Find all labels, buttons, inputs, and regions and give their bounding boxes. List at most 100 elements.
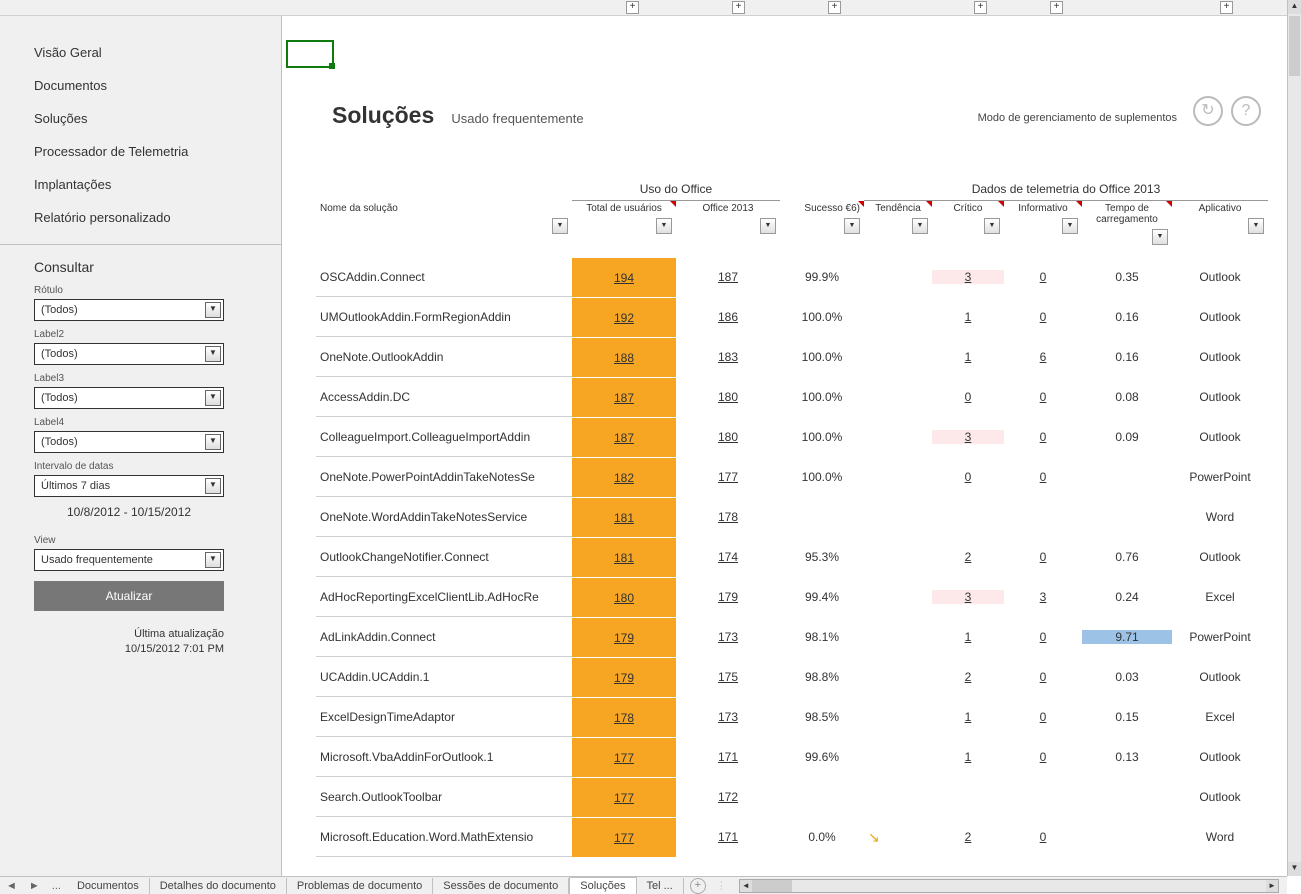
refresh-icon[interactable]: ↻	[1193, 96, 1223, 126]
cell-critical[interactable]: 0	[932, 390, 1004, 404]
cell-info[interactable]: 6	[1004, 350, 1082, 364]
cell-office[interactable]: 171	[676, 830, 780, 844]
cell-office[interactable]: 186	[676, 310, 780, 324]
filter-icon[interactable]: ▼	[912, 218, 928, 234]
table-row[interactable]: AdLinkAddin.Connect17917398.1%109.71Powe…	[316, 617, 1287, 657]
vertical-scrollbar[interactable]: ▲▼	[1287, 0, 1301, 876]
filter-select[interactable]: (Todos)▼	[34, 431, 224, 453]
table-row[interactable]: Search.OutlookToolbar177172Outlook	[316, 777, 1287, 817]
filter-icon[interactable]: ▼	[1152, 229, 1168, 245]
cell-info[interactable]: 3	[1004, 590, 1082, 604]
sheet-tab[interactable]: Tel ...	[637, 878, 684, 894]
cell-total[interactable]: 194	[572, 257, 676, 297]
filter-icon[interactable]: ▼	[1248, 218, 1264, 234]
filter-select[interactable]: (Todos)▼	[34, 387, 224, 409]
help-icon[interactable]: ?	[1231, 96, 1261, 126]
cell-info[interactable]: 0	[1004, 470, 1082, 484]
update-button[interactable]: Atualizar	[34, 581, 224, 611]
outline-expand-button[interactable]: +	[974, 1, 987, 14]
table-row[interactable]: OSCAddin.Connect19418799.9%300.35Outlook	[316, 257, 1287, 297]
table-row[interactable]: UMOutlookAddin.FormRegionAddin192186100.…	[316, 297, 1287, 337]
cell-info[interactable]: 0	[1004, 310, 1082, 324]
cell-total[interactable]: 188	[572, 337, 676, 377]
cell-info[interactable]: 0	[1004, 390, 1082, 404]
table-row[interactable]: Microsoft.Education.Word.MathExtensio177…	[316, 817, 1287, 857]
table-row[interactable]: AdHocReportingExcelClientLib.AdHocRe1801…	[316, 577, 1287, 617]
filter-icon[interactable]: ▼	[552, 218, 568, 234]
table-row[interactable]: OneNote.WordAddinTakeNotesService181178W…	[316, 497, 1287, 537]
cell-critical[interactable]: 3	[932, 590, 1004, 604]
nav-item[interactable]: Implantações	[34, 168, 281, 201]
cell-office[interactable]: 172	[676, 790, 780, 804]
cell-critical[interactable]: 3	[932, 270, 1004, 284]
cell-total[interactable]: 192	[572, 297, 676, 337]
nav-item[interactable]: Processador de Telemetria	[34, 135, 281, 168]
new-tab-button[interactable]: +	[690, 878, 706, 894]
cell-total[interactable]: 177	[572, 777, 676, 817]
outline-expand-button[interactable]: +	[828, 1, 841, 14]
outline-expand-button[interactable]: +	[1050, 1, 1063, 14]
nav-item[interactable]: Documentos	[34, 69, 281, 102]
cell-office[interactable]: 180	[676, 390, 780, 404]
cell-total[interactable]: 181	[572, 497, 676, 537]
table-row[interactable]: ExcelDesignTimeAdaptor17817398.5%100.15E…	[316, 697, 1287, 737]
table-row[interactable]: OutlookChangeNotifier.Connect18117495.3%…	[316, 537, 1287, 577]
cell-office[interactable]: 183	[676, 350, 780, 364]
filter-select[interactable]: Últimos 7 dias▼	[34, 475, 224, 497]
cell-office[interactable]: 175	[676, 670, 780, 684]
cell-critical[interactable]: 1	[932, 710, 1004, 724]
selected-cell[interactable]	[286, 40, 334, 68]
sheet-tab[interactable]: Documentos	[67, 878, 150, 894]
outline-expand-button[interactable]: +	[626, 1, 639, 14]
nav-item[interactable]: Soluções	[34, 102, 281, 135]
filter-icon[interactable]: ▼	[844, 218, 860, 234]
cell-office[interactable]: 180	[676, 430, 780, 444]
cell-office[interactable]: 179	[676, 590, 780, 604]
filter-icon[interactable]: ▼	[656, 218, 672, 234]
cell-office[interactable]: 173	[676, 710, 780, 724]
cell-info[interactable]: 0	[1004, 830, 1082, 844]
cell-office[interactable]: 178	[676, 510, 780, 524]
filter-icon[interactable]: ▼	[760, 218, 776, 234]
cell-office[interactable]: 171	[676, 750, 780, 764]
cell-critical[interactable]: 1	[932, 750, 1004, 764]
table-row[interactable]: Microsoft.VbaAddinForOutlook.117717199.6…	[316, 737, 1287, 777]
cell-office[interactable]: 187	[676, 270, 780, 284]
cell-office[interactable]: 177	[676, 470, 780, 484]
cell-critical[interactable]: 3	[932, 430, 1004, 444]
cell-info[interactable]: 0	[1004, 270, 1082, 284]
cell-info[interactable]: 0	[1004, 750, 1082, 764]
cell-info[interactable]: 0	[1004, 430, 1082, 444]
table-row[interactable]: OneNote.OutlookAddin188183100.0%160.16Ou…	[316, 337, 1287, 377]
cell-total[interactable]: 187	[572, 377, 676, 417]
cell-info[interactable]: 0	[1004, 670, 1082, 684]
filter-icon[interactable]: ▼	[1062, 218, 1078, 234]
filter-icon[interactable]: ▼	[984, 218, 1000, 234]
outline-expand-button[interactable]: +	[1220, 1, 1233, 14]
mode-text[interactable]: Modo de gerenciamento de suplementos	[978, 112, 1177, 124]
cell-total[interactable]: 179	[572, 657, 676, 697]
view-select[interactable]: Usado frequentemente ▼	[34, 549, 224, 571]
cell-total[interactable]: 182	[572, 457, 676, 497]
tab-nav-next[interactable]: ►	[23, 880, 46, 892]
cell-info[interactable]: 0	[1004, 630, 1082, 644]
horizontal-scrollbar[interactable]: ◄►	[739, 879, 1279, 893]
cell-total[interactable]: 179	[572, 617, 676, 657]
table-row[interactable]: AccessAddin.DC187180100.0%000.08Outlook	[316, 377, 1287, 417]
sheet-tab[interactable]: Soluções	[569, 877, 636, 894]
cell-total[interactable]: 181	[572, 537, 676, 577]
tab-nav-prev[interactable]: ◄	[0, 880, 23, 892]
cell-critical[interactable]: 0	[932, 470, 1004, 484]
cell-total[interactable]: 187	[572, 417, 676, 457]
cell-total[interactable]: 177	[572, 817, 676, 857]
cell-critical[interactable]: 2	[932, 670, 1004, 684]
cell-critical[interactable]: 1	[932, 630, 1004, 644]
cell-total[interactable]: 180	[572, 577, 676, 617]
cell-critical[interactable]: 1	[932, 350, 1004, 364]
cell-critical[interactable]: 1	[932, 310, 1004, 324]
table-row[interactable]: ColleagueImport.ColleagueImportAddin1871…	[316, 417, 1287, 457]
nav-item[interactable]: Relatório personalizado	[34, 201, 281, 234]
cell-office[interactable]: 173	[676, 630, 780, 644]
table-row[interactable]: UCAddin.UCAddin.117917598.8%200.03Outloo…	[316, 657, 1287, 697]
cell-info[interactable]: 0	[1004, 550, 1082, 564]
